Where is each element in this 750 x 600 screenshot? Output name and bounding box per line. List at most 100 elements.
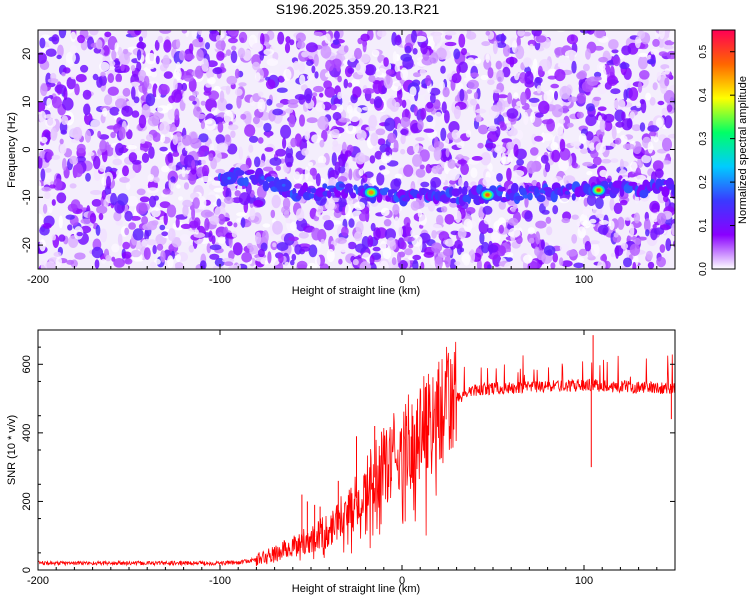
speckle-cell [524, 71, 534, 85]
speckle-cell [90, 190, 102, 195]
speckle-cell [654, 54, 661, 62]
speckle-cell [513, 144, 519, 157]
speckle-cell [205, 42, 210, 50]
speckle-cell [643, 218, 651, 232]
speckle-cell [72, 126, 83, 141]
speckle-cell [409, 86, 417, 97]
speckle-cell [124, 258, 133, 265]
speckle-cell [219, 90, 225, 103]
speckle-cell [314, 71, 319, 79]
ridge-cell [519, 187, 528, 196]
speckle-cell [348, 218, 355, 228]
speckle-cell [530, 102, 538, 108]
speckle-cell [658, 51, 668, 57]
speckle-cell [90, 119, 102, 130]
speckle-cell [359, 261, 371, 269]
speckle-cell [485, 53, 490, 63]
speckle-cell [392, 51, 398, 64]
speckle-cell [104, 31, 112, 38]
colorbar: 0.0 0.1 0.2 0.3 0.4 0.5 Normalized spectral a… [698, 29, 749, 276]
speckle-cell [98, 61, 110, 72]
speckle-cell [444, 238, 455, 247]
speckle-cell [667, 133, 675, 139]
speckle-cell [208, 153, 214, 162]
speckle-cell [566, 249, 578, 257]
speckle-cell [338, 153, 346, 167]
speckle-cell [257, 248, 265, 258]
speckle-cell [313, 85, 324, 93]
speckle-cell [191, 30, 198, 39]
speckle-cell [225, 49, 232, 56]
speckle-cell [317, 155, 327, 165]
speckle-cell [324, 33, 331, 44]
speckle-cell [130, 249, 142, 258]
speckle-cell [669, 30, 675, 43]
speckle-cell [106, 175, 111, 190]
speckle-cell [482, 177, 493, 187]
speckle-cell [104, 94, 113, 106]
speckle-cell [559, 85, 571, 100]
speckle-cell [263, 48, 275, 56]
speckle-cell [201, 159, 206, 165]
speckle-cell [269, 157, 282, 166]
speckle-cell [109, 106, 120, 116]
speckle-cell [341, 226, 349, 237]
speckle-cell [62, 67, 71, 74]
speckle-cell [216, 51, 225, 61]
speckle-cell [84, 129, 92, 143]
speckle-cell [230, 50, 238, 64]
speckle-cell [554, 47, 566, 56]
speckle-cell [294, 183, 303, 189]
speckle-cell [175, 254, 181, 262]
speckle-cell [507, 92, 513, 105]
speckle-cell [374, 150, 383, 160]
speckle-cell [611, 49, 619, 54]
speckle-cell [513, 203, 518, 210]
colorbar-ticks: 0.0 0.1 0.2 0.3 0.4 0.5 [698, 44, 735, 276]
speckle-cell [296, 260, 308, 269]
speckle-cell [305, 42, 318, 53]
speckle-cell [322, 214, 331, 221]
speckle-cell [208, 77, 216, 85]
speckle-cell [290, 137, 297, 148]
speckle-cell [234, 68, 240, 79]
y-tick-label: -10 [21, 189, 33, 205]
speckle-cell [663, 45, 674, 50]
speckle-cell [589, 142, 595, 152]
ridge-cell [458, 186, 463, 195]
speckle-cell [95, 39, 103, 50]
speckle-cell [582, 161, 593, 167]
speckle-cell [566, 34, 579, 45]
speckle-cell [380, 85, 387, 94]
speckle-cell [356, 129, 367, 141]
speckle-cell [475, 108, 487, 114]
speckle-cell [523, 111, 529, 126]
speckle-cell [438, 231, 450, 242]
speckle-cell [330, 104, 337, 111]
ridge-cell [571, 193, 576, 201]
speckle-cell [504, 251, 514, 258]
speckle-cell [597, 106, 607, 111]
speckle-cell [298, 62, 306, 73]
speckle-cell [367, 235, 374, 248]
ridge-hotspot-peak [369, 191, 373, 194]
speckle-cell [38, 180, 42, 191]
speckle-cell [227, 30, 239, 37]
speckle-cell [559, 197, 569, 204]
speckle-cell [645, 229, 650, 237]
speckle-cell [276, 242, 289, 251]
speckle-cell [348, 156, 353, 163]
speckle-cell [217, 232, 223, 237]
speckle-cell [51, 199, 56, 206]
speckle-cell [498, 224, 504, 234]
speckle-cell [65, 51, 76, 64]
speckle-cell [426, 115, 434, 123]
speckle-cell [222, 257, 235, 263]
speckle-cell [459, 247, 465, 253]
speckle-cell [325, 72, 330, 78]
speckle-cell [359, 53, 371, 64]
speckle-cell [457, 227, 467, 239]
speckle-cell [76, 156, 86, 163]
speckle-cell [444, 255, 451, 268]
speckle-cell [304, 88, 313, 102]
